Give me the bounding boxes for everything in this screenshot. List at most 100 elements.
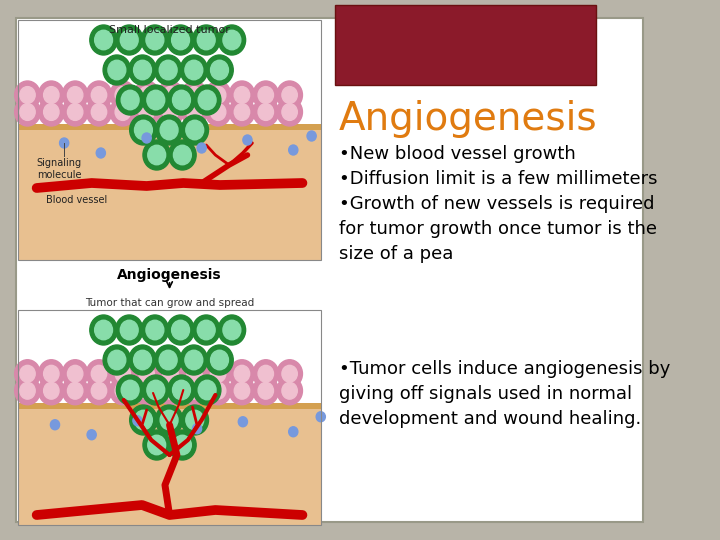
Circle shape <box>198 380 216 400</box>
Circle shape <box>50 420 60 430</box>
Circle shape <box>148 145 166 165</box>
Circle shape <box>206 55 233 85</box>
Circle shape <box>186 104 202 120</box>
Circle shape <box>163 382 178 399</box>
Circle shape <box>289 145 298 155</box>
Circle shape <box>115 382 130 399</box>
Circle shape <box>68 104 83 120</box>
Circle shape <box>68 86 83 103</box>
Circle shape <box>86 98 112 126</box>
Circle shape <box>14 98 40 126</box>
Circle shape <box>174 145 192 165</box>
Circle shape <box>167 25 194 55</box>
Circle shape <box>156 115 183 145</box>
Circle shape <box>198 90 216 110</box>
Circle shape <box>110 377 135 405</box>
Circle shape <box>171 30 189 50</box>
Circle shape <box>181 115 209 145</box>
Circle shape <box>234 366 250 382</box>
Circle shape <box>129 55 156 85</box>
Circle shape <box>94 30 112 50</box>
Circle shape <box>180 55 207 85</box>
Circle shape <box>90 25 117 55</box>
Circle shape <box>139 104 154 120</box>
Circle shape <box>110 360 135 388</box>
Text: Tumor that can grow and spread: Tumor that can grow and spread <box>85 298 254 308</box>
Bar <box>18 310 321 525</box>
Circle shape <box>234 382 250 399</box>
Circle shape <box>276 377 302 405</box>
Text: Signaling
molecule: Signaling molecule <box>37 158 82 180</box>
Circle shape <box>194 375 221 405</box>
Circle shape <box>210 60 228 80</box>
Circle shape <box>120 320 138 340</box>
Circle shape <box>91 382 107 399</box>
Circle shape <box>258 104 274 120</box>
Circle shape <box>143 430 171 460</box>
Circle shape <box>282 104 297 120</box>
Circle shape <box>139 382 154 399</box>
Circle shape <box>167 315 194 345</box>
Circle shape <box>14 360 40 388</box>
Circle shape <box>185 350 203 370</box>
Circle shape <box>229 377 255 405</box>
Circle shape <box>141 315 168 345</box>
Bar <box>335 5 595 85</box>
Circle shape <box>218 25 246 55</box>
Circle shape <box>115 86 130 103</box>
Circle shape <box>139 86 154 103</box>
Circle shape <box>141 25 168 55</box>
Circle shape <box>44 366 59 382</box>
Circle shape <box>19 86 35 103</box>
Circle shape <box>14 81 40 109</box>
Circle shape <box>192 424 202 434</box>
Circle shape <box>205 377 231 405</box>
Circle shape <box>115 25 143 55</box>
Circle shape <box>192 315 220 345</box>
Circle shape <box>163 104 178 120</box>
Circle shape <box>316 411 325 422</box>
Circle shape <box>171 320 189 340</box>
Circle shape <box>142 375 169 405</box>
Text: •Tumor cells induce angiogenesis by
giving off signals used in normal
developmen: •Tumor cells induce angiogenesis by givi… <box>339 360 670 428</box>
Circle shape <box>115 315 143 345</box>
Circle shape <box>258 382 274 399</box>
Bar <box>18 124 321 130</box>
Circle shape <box>158 81 184 109</box>
Circle shape <box>168 430 196 460</box>
Circle shape <box>63 377 88 405</box>
Circle shape <box>234 104 250 120</box>
Bar <box>18 20 321 260</box>
Circle shape <box>210 104 226 120</box>
Circle shape <box>86 377 112 405</box>
Circle shape <box>134 60 151 80</box>
Text: Angiogenesis: Angiogenesis <box>117 268 222 282</box>
Circle shape <box>197 143 206 153</box>
Circle shape <box>63 98 88 126</box>
Text: •Diffusion limit is a few millimeters: •Diffusion limit is a few millimeters <box>339 170 657 188</box>
Circle shape <box>258 86 274 103</box>
Circle shape <box>234 86 250 103</box>
Text: Angiogenesis: Angiogenesis <box>339 100 598 138</box>
Circle shape <box>276 360 302 388</box>
Circle shape <box>186 366 202 382</box>
Circle shape <box>121 380 139 400</box>
Circle shape <box>158 98 184 126</box>
Circle shape <box>159 350 177 370</box>
Circle shape <box>44 104 59 120</box>
Circle shape <box>210 366 226 382</box>
Circle shape <box>258 366 274 382</box>
Circle shape <box>154 55 182 85</box>
Circle shape <box>253 81 279 109</box>
Bar <box>18 20 321 260</box>
Circle shape <box>90 315 117 345</box>
Circle shape <box>218 315 246 345</box>
Circle shape <box>108 350 126 370</box>
Circle shape <box>253 360 279 388</box>
Circle shape <box>174 435 192 455</box>
Circle shape <box>181 98 207 126</box>
Circle shape <box>91 366 107 382</box>
Circle shape <box>159 60 177 80</box>
Circle shape <box>168 375 195 405</box>
Circle shape <box>147 380 165 400</box>
